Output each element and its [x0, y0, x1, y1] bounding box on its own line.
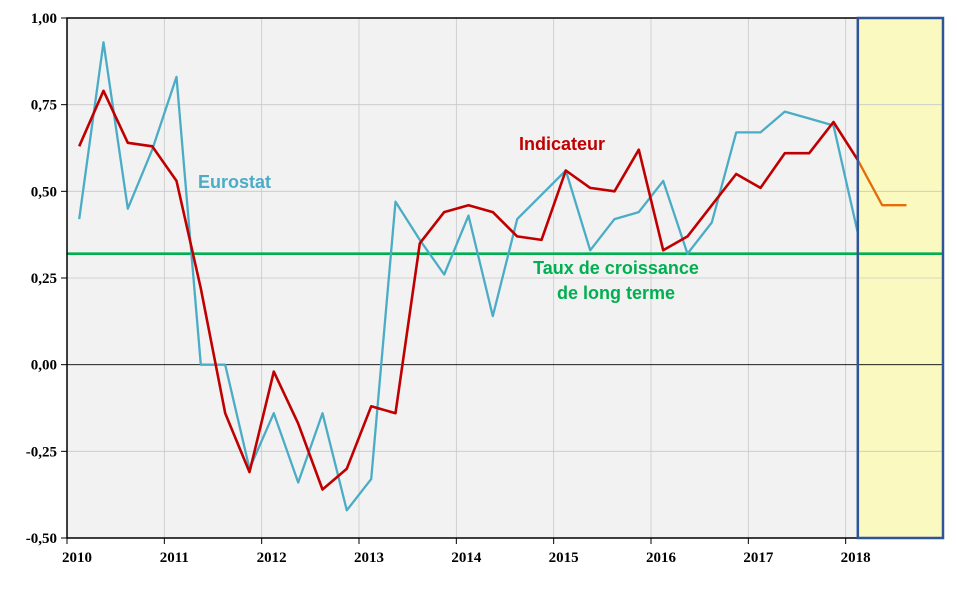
x-tick-label: 2014: [451, 550, 482, 566]
indicateur-label: Indicateur: [519, 134, 605, 154]
x-tick-label: 2013: [354, 550, 384, 566]
series-line-eurostat: [78, 41, 859, 512]
y-tick-label: 0,00: [31, 358, 57, 374]
y-tick-label: 1,00: [31, 11, 57, 27]
eurostat-label: Eurostat: [198, 172, 271, 192]
y-tick-label: 0,50: [31, 184, 57, 200]
y-tick-label: 0,75: [31, 98, 57, 114]
x-tick-label: 2015: [549, 550, 579, 566]
x-tick-label: 2012: [257, 550, 287, 566]
x-tick-label: 2010: [62, 550, 92, 566]
y-tick-label: -0,25: [26, 444, 57, 460]
y-tick-label: 0,25: [31, 271, 57, 287]
long-term-label-line2: de long terme: [557, 283, 675, 303]
x-tick-label: 2018: [841, 550, 871, 566]
forecast-frame: [856, 16, 945, 540]
x-tick-label: 2016: [646, 550, 677, 566]
series-group: [67, 41, 943, 512]
x-axis: 2010 2011 2012 2013 2014 2015 2016 2017 2018: [62, 538, 871, 566]
series-line-forecast: [856, 159, 907, 207]
y-tick-label: -0,50: [26, 531, 57, 547]
long-term-label-line1: Taux de croissance: [533, 258, 699, 278]
series-line-indicateur: [78, 89, 859, 491]
y-axis: 1,00 0,75 0,50 0,25 0,00 -0,25 -0,50: [26, 11, 67, 547]
x-tick-label: 2017: [743, 550, 774, 566]
x-tick-label: 2011: [160, 550, 189, 566]
